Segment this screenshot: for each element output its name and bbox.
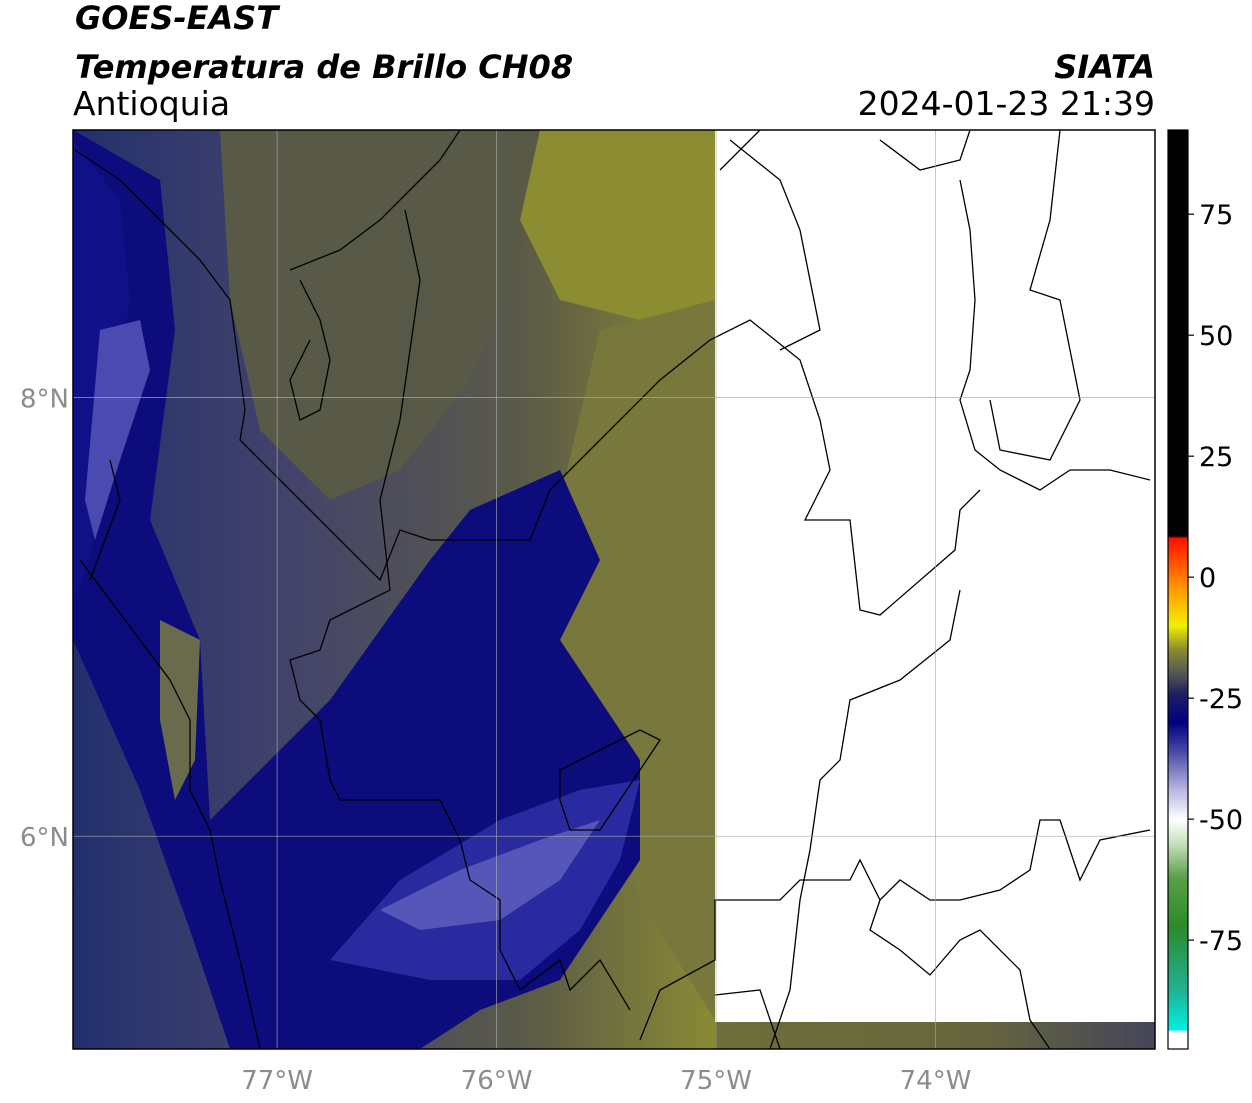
colorbar-tick-label: 50 <box>1199 321 1233 352</box>
colorbar-axis: 75 50 25 0 -25 -50 -75 <box>1188 200 1243 957</box>
axes: 77°W 76°W 75°W 74°W 8°N 6°N <box>20 385 971 1096</box>
x-tick-label: 77°W <box>241 1066 313 1096</box>
border <box>89 459 121 581</box>
source: SIATA <box>1054 48 1155 86</box>
plot-frame <box>72 129 1156 1050</box>
imagery-convective <box>85 320 150 540</box>
imagery-field <box>220 130 540 500</box>
imagery-convective <box>380 820 600 930</box>
x-tick-label: 76°W <box>461 1066 533 1096</box>
border <box>289 209 631 1011</box>
imagery-strip <box>715 1022 1155 1049</box>
colorbar-tick-label: 0 <box>1199 563 1216 594</box>
timestamp: 2024-01-23 21:39 <box>858 84 1155 123</box>
y-tick-label: 8°N <box>20 385 69 415</box>
border <box>869 899 1051 1049</box>
x-tick-label: 74°W <box>900 1066 972 1096</box>
border <box>79 559 261 1049</box>
imagery-field <box>520 130 715 320</box>
map-imagery <box>73 130 1155 1049</box>
border <box>559 729 661 831</box>
colorbar-tick-label: 25 <box>1199 442 1233 473</box>
border <box>289 130 461 271</box>
title: GOES-EAST <box>75 0 280 37</box>
colorbar-tick-label: -50 <box>1199 805 1243 836</box>
colorbar-tick-label: -25 <box>1199 684 1243 715</box>
imagery-cold <box>73 130 640 1049</box>
colorbar <box>1167 129 1189 1050</box>
border <box>769 589 961 1049</box>
colorbar-tick-label: 75 <box>1199 200 1233 231</box>
colorbar-tick-label: -75 <box>1199 926 1243 957</box>
borders <box>74 130 1151 1049</box>
border <box>289 279 331 421</box>
subtitle: Temperatura de Brillo CH08 <box>75 48 573 86</box>
border <box>74 149 981 616</box>
border <box>714 130 1151 1049</box>
region: Antioquia <box>73 84 230 123</box>
imagery-field <box>560 300 715 1020</box>
border <box>639 819 1151 1041</box>
y-tick-label: 6°N <box>20 823 69 853</box>
grid <box>73 130 1155 1049</box>
x-tick-label: 75°W <box>680 1066 752 1096</box>
